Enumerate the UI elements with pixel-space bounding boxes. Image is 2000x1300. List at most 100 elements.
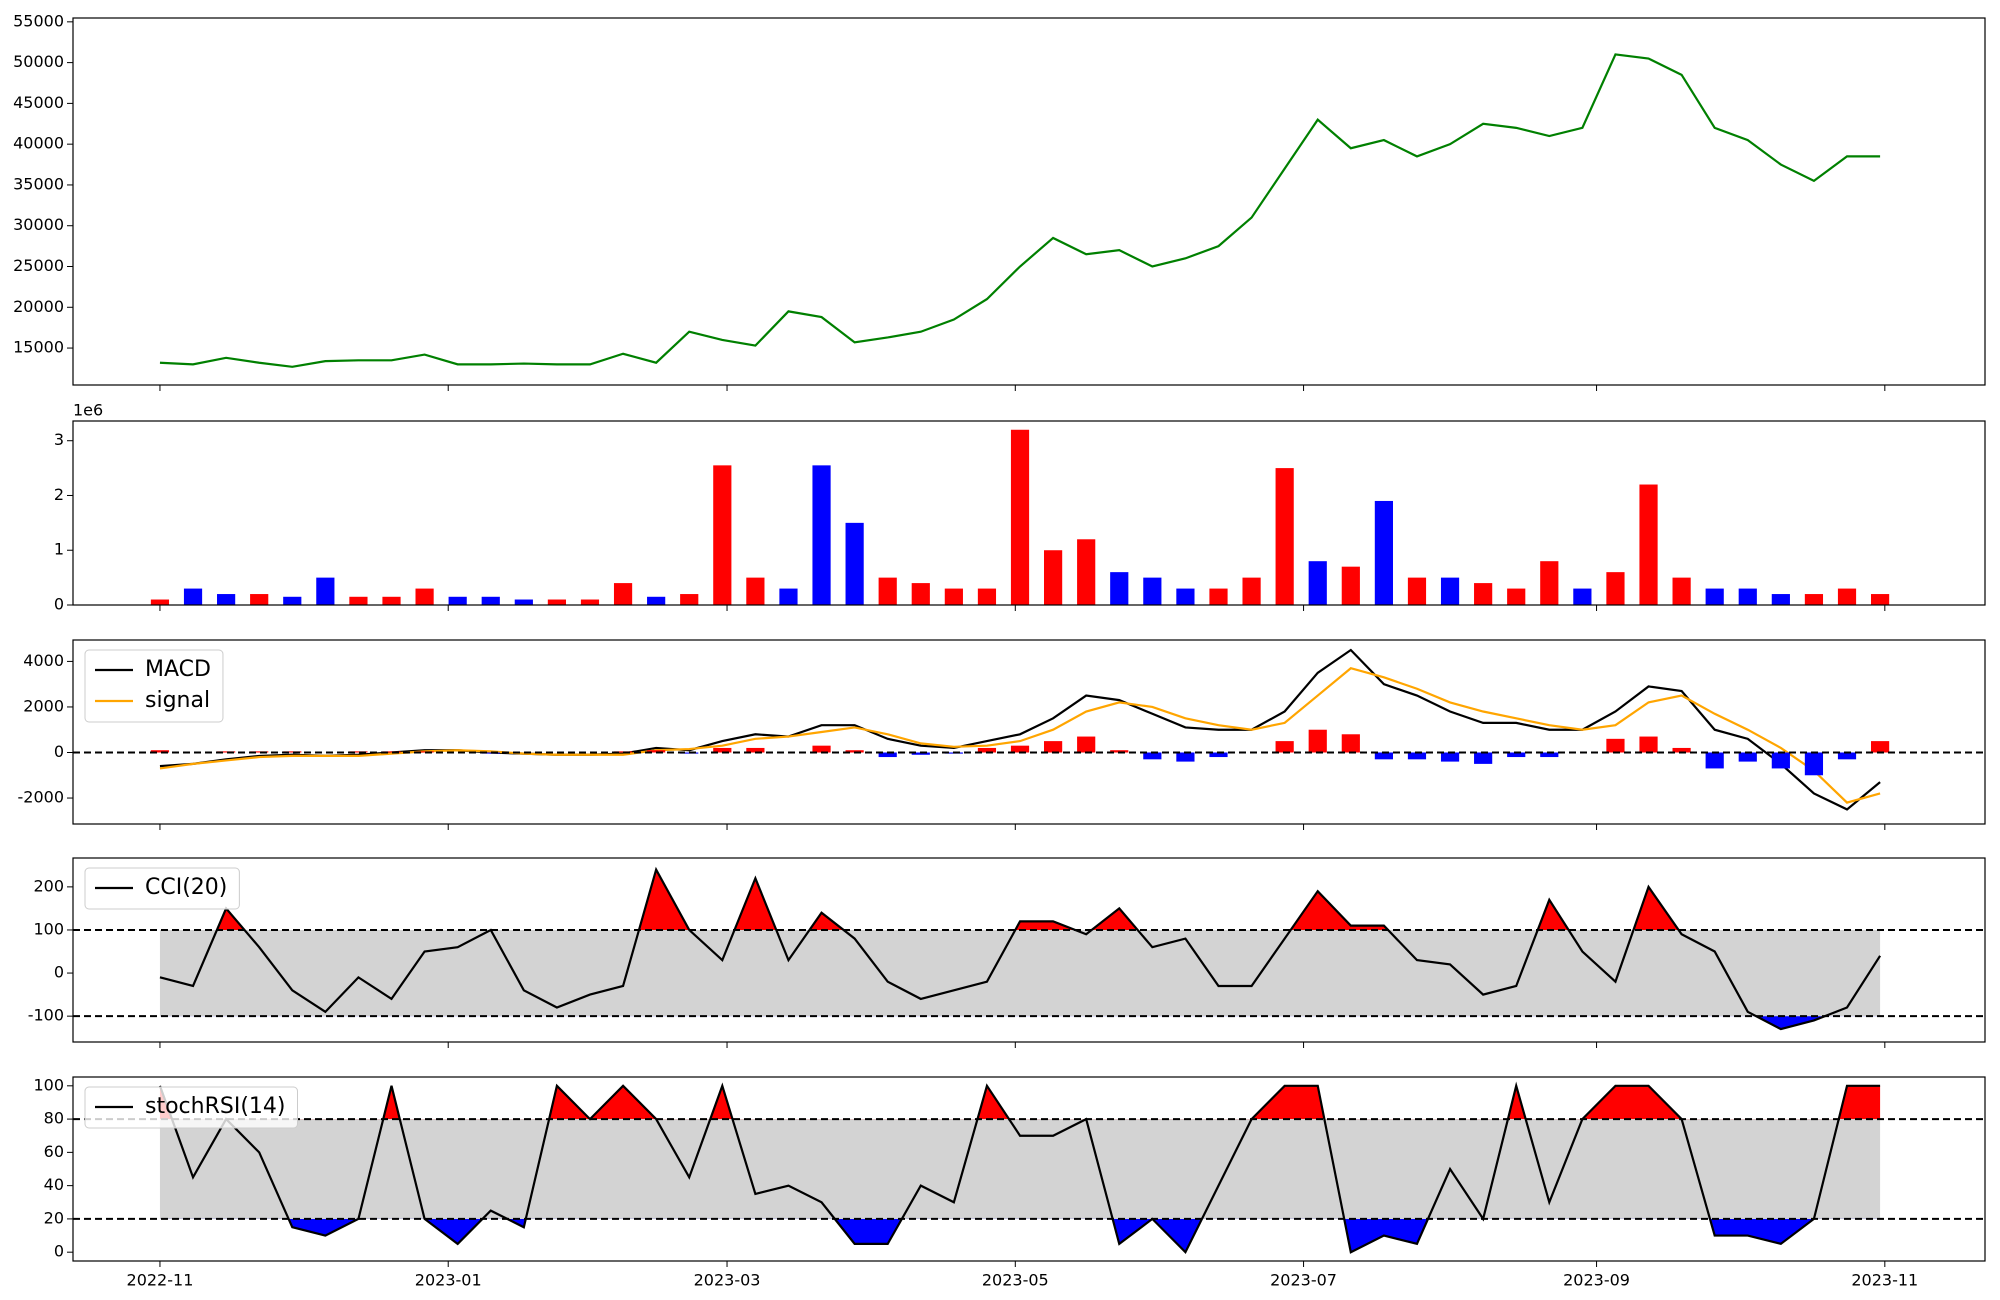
- bar: [1308, 729, 1327, 753]
- bar: [1374, 500, 1393, 605]
- bar: [845, 750, 864, 753]
- bar: [1738, 752, 1757, 762]
- bar: [1440, 752, 1460, 762]
- y-tick-label: 2000: [23, 696, 64, 715]
- legend-label: stochRSI(14): [145, 1094, 286, 1119]
- bar: [1440, 577, 1460, 605]
- x-tick-label: 2023-05: [982, 1271, 1049, 1290]
- bar: [1010, 745, 1030, 753]
- legend-label: signal: [145, 688, 210, 713]
- bar: [1275, 468, 1294, 605]
- bar: [1606, 738, 1625, 753]
- y-tick-label: -2000: [18, 788, 65, 807]
- bar: [1242, 577, 1261, 605]
- x-tick-label: 2023-01: [415, 1271, 482, 1290]
- bar: [283, 751, 302, 753]
- bar: [1176, 752, 1195, 762]
- y-tick-label: 40: [44, 1175, 64, 1194]
- bar: [1044, 550, 1063, 605]
- x-tick-label: 2023-07: [1270, 1271, 1337, 1290]
- bar: [316, 577, 335, 605]
- bar: [812, 745, 831, 753]
- legend-label: CCI(20): [145, 875, 227, 900]
- bar: [1341, 566, 1360, 605]
- y-tick-label: 2: [54, 485, 64, 504]
- bar: [1606, 572, 1625, 605]
- bar: [911, 583, 930, 605]
- panel: -100 0 100 200 CCI(20): [28, 857, 1986, 1048]
- bar: [1341, 734, 1360, 753]
- y-tick-label: 100: [33, 1075, 64, 1094]
- legend-label: MACD: [145, 657, 211, 682]
- bar: [1176, 588, 1195, 605]
- bar: [1639, 736, 1658, 753]
- panel: 15000 20000 25000 30000 35000 40000 45000 50000…: [13, 11, 1986, 391]
- bar: [1804, 594, 1824, 605]
- y-tick-label: 20000: [13, 297, 64, 316]
- y-tick-label: 0: [54, 742, 64, 761]
- bar: [1209, 588, 1228, 605]
- bar: [713, 465, 732, 605]
- y-tick-label: 4000: [23, 651, 64, 670]
- bar: [1771, 594, 1790, 605]
- x-tick-label: 2023-03: [694, 1271, 761, 1290]
- bar: [1804, 752, 1824, 776]
- y-tick-label: 0: [54, 1242, 64, 1261]
- bar: [349, 596, 368, 605]
- panel: 0 20 40 60 80 100 2022-11 2023-01 2023-03 2023-05…: [33, 1075, 1986, 1290]
- axes-frame: [72, 1076, 1986, 1262]
- bar: [1044, 741, 1063, 753]
- bar: [713, 747, 732, 753]
- bar: [1870, 741, 1890, 753]
- bar: [680, 594, 699, 605]
- bar: [1771, 752, 1790, 769]
- bar: [150, 599, 170, 605]
- bar: [1110, 572, 1129, 605]
- bar: [481, 752, 500, 754]
- bar: [1275, 741, 1294, 753]
- bar: [481, 596, 500, 605]
- bar: [1143, 752, 1162, 760]
- bar: [647, 596, 666, 605]
- y-tick-label: 40000: [13, 134, 64, 153]
- legend-box: [84, 1086, 298, 1129]
- series-line: [159, 866, 1882, 1031]
- bar: [746, 577, 765, 605]
- bar: [647, 750, 666, 753]
- x-tick-label: 2023-09: [1563, 1271, 1630, 1290]
- bar: [382, 751, 401, 753]
- bar: [1540, 752, 1559, 758]
- y-tick-label: 25000: [13, 256, 64, 275]
- bar: [1672, 577, 1691, 605]
- bar: [1573, 588, 1592, 605]
- bar: [1474, 583, 1493, 605]
- bar: [349, 751, 368, 753]
- bar: [415, 751, 434, 753]
- y-tick-label: 80: [44, 1109, 64, 1128]
- axes-frame: [72, 420, 1986, 606]
- bar: [1077, 539, 1096, 605]
- bar: [812, 465, 831, 605]
- y-tick-label: 35000: [13, 174, 64, 193]
- bar: [217, 594, 236, 605]
- y-tick-label: 50000: [13, 52, 64, 71]
- bar: [1639, 484, 1658, 605]
- bar: [1374, 752, 1393, 760]
- bar: [1705, 752, 1724, 769]
- bar: [1738, 588, 1757, 605]
- bar: [415, 588, 434, 605]
- x-tick-label: 2023-11: [1851, 1271, 1918, 1290]
- bar: [1507, 588, 1526, 605]
- bar: [547, 599, 567, 605]
- bar: [283, 596, 302, 605]
- bar: [779, 588, 798, 605]
- bar: [183, 588, 203, 605]
- bar: [150, 750, 170, 753]
- bar: [580, 599, 600, 605]
- bar: [746, 747, 765, 753]
- bar: [1077, 736, 1096, 753]
- fill-below: [159, 1218, 1881, 1253]
- bar: [911, 752, 930, 755]
- bar: [250, 594, 269, 605]
- bar: [1110, 750, 1129, 753]
